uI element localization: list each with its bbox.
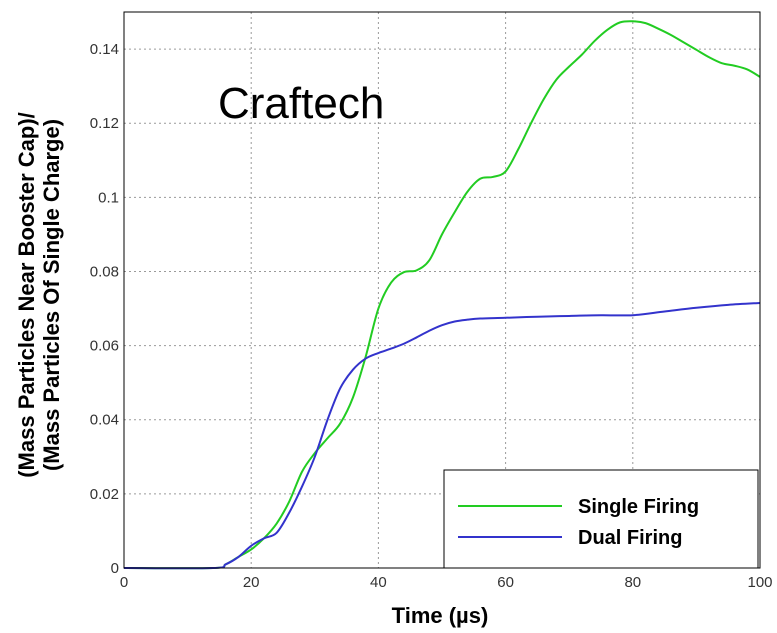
series-line-dual-firing: [123, 301, 761, 570]
series-line-single-firing: [123, 20, 761, 570]
legend-label-dual-firing: Dual Firing: [578, 527, 682, 549]
y-tick-label: 0.08: [90, 263, 119, 280]
x-tick-label: 60: [497, 574, 514, 591]
y-axis-title-line-1: (Mass Particles Near Booster Cap)/: [14, 112, 39, 478]
y-tick-label: 0.04: [90, 412, 119, 429]
series-group: [123, 20, 761, 570]
y-tick-label: 0.14: [90, 41, 119, 58]
x-tick-label: 100: [747, 574, 772, 591]
legend-box: [443, 469, 759, 569]
y-axis-ticks: 0 0.02 0.04 0.06 0.08 0.1 0.12 0.14: [90, 41, 119, 577]
y-tick-label: 0.12: [90, 115, 119, 132]
legend: Single Firing Dual Firing: [443, 469, 759, 569]
x-tick-label: 0: [120, 574, 128, 591]
y-tick-label: 0.1: [98, 189, 119, 206]
y-tick-label: 0: [111, 560, 119, 577]
y-tick-label: 0.06: [90, 338, 119, 355]
craftech-annotation: Craftech: [218, 79, 384, 128]
y-axis-title-line-2: (Mass Particles Of Single Charge): [39, 119, 64, 471]
x-axis-title: Time (µs): [392, 603, 489, 628]
plot-area-frame: [123, 11, 761, 569]
x-tick-label: 80: [624, 574, 641, 591]
y-tick-label: 0.02: [90, 486, 119, 503]
legend-label-single-firing: Single Firing: [578, 496, 699, 518]
x-tick-label: 20: [243, 574, 260, 591]
x-axis-ticks: 0 20 40 60 80 100: [120, 574, 773, 591]
x-tick-label: 40: [370, 574, 387, 591]
grid: [124, 12, 760, 568]
